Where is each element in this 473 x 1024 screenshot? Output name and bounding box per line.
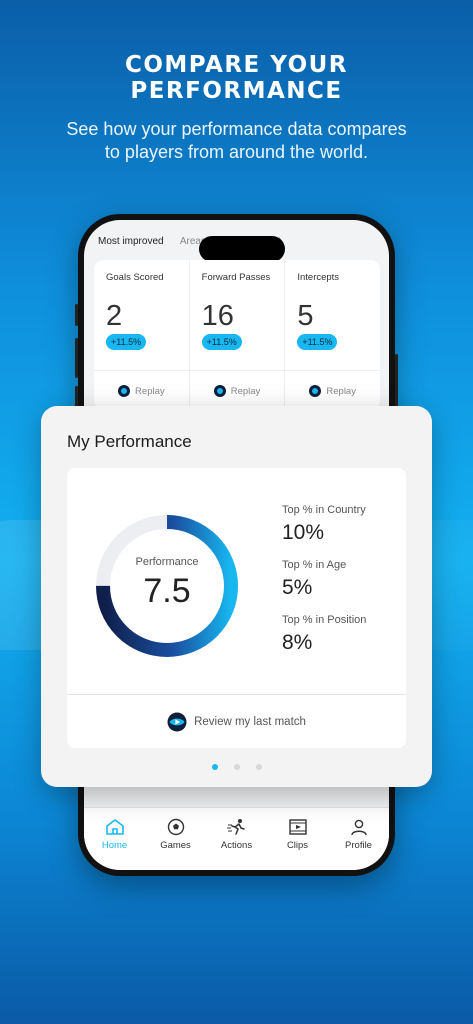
ring-label: Performance [135, 556, 199, 568]
performance-ring [96, 515, 238, 657]
stat-value: 16 [201, 300, 234, 332]
stat-forward-passes: Forward Passes 16 +11.5% Replay [189, 260, 286, 411]
promo-subtitle: See how your performance data compares t… [66, 119, 407, 162]
nav-clips[interactable]: Clips [267, 808, 328, 870]
divider [67, 694, 406, 695]
running-player-icon [226, 819, 245, 835]
nav-profile[interactable]: Profile [328, 808, 389, 870]
film-clip-icon [288, 819, 307, 835]
change-badge: +11.5% [201, 334, 242, 350]
replay-button[interactable]: Replay [94, 370, 189, 411]
replay-icon [118, 385, 131, 397]
replay-button[interactable]: Replay [189, 370, 285, 411]
performance-panel: Performance 7.5 Top % in Country 10% Top… [67, 468, 406, 748]
stat-label: Forward Passes [201, 272, 271, 283]
rank-position: Top % in Position 8% [282, 614, 367, 654]
nav-home[interactable]: Home [84, 808, 145, 870]
nav-actions[interactable]: Actions [206, 808, 267, 870]
page-dot[interactable] [255, 764, 262, 770]
stat-value: 2 [106, 300, 123, 332]
replay-icon [213, 385, 226, 397]
page-dot[interactable] [211, 764, 218, 770]
profile-icon [350, 819, 367, 836]
play-eye-icon [167, 712, 187, 731]
change-badge: +11.5% [106, 334, 147, 350]
replay-button[interactable]: Replay [285, 370, 381, 411]
stat-goals-scored: Goals Scored 2 +11.5% Replay [94, 260, 190, 410]
page-indicator [41, 764, 432, 770]
soccer-ball-icon [167, 818, 184, 836]
nav-games[interactable]: Games [145, 808, 206, 870]
card-title: My Performance [67, 432, 192, 451]
stat-intercepts: Intercepts 5 +11.5% Replay [285, 260, 381, 411]
change-badge: +11.5% [297, 334, 338, 350]
rank-age: Top % in Age 5% [282, 559, 347, 599]
tab-most-improved[interactable]: Most improved [98, 236, 164, 247]
stat-label: Intercepts [297, 272, 340, 283]
stats-card: Goals Scored 2 +11.5% Replay Forward Pas… [94, 260, 381, 411]
review-last-match-button[interactable]: Review my last match [67, 695, 406, 748]
home-icon [105, 819, 124, 835]
stat-label: Goals Scored [106, 272, 164, 283]
page-dot[interactable] [233, 764, 240, 770]
replay-icon [309, 385, 322, 397]
stat-value: 5 [297, 300, 314, 332]
rank-country: Top % in Country 10% [282, 504, 366, 544]
my-performance-card: My Performance Performance 7.5 Top % in … [41, 406, 432, 787]
dynamic-island [199, 236, 285, 262]
bottom-nav: Home Games Actions [84, 807, 389, 870]
performance-score: 7.5 [143, 572, 191, 610]
promo-headline: COMPARE YOUR PERFORMANCE [124, 52, 349, 104]
